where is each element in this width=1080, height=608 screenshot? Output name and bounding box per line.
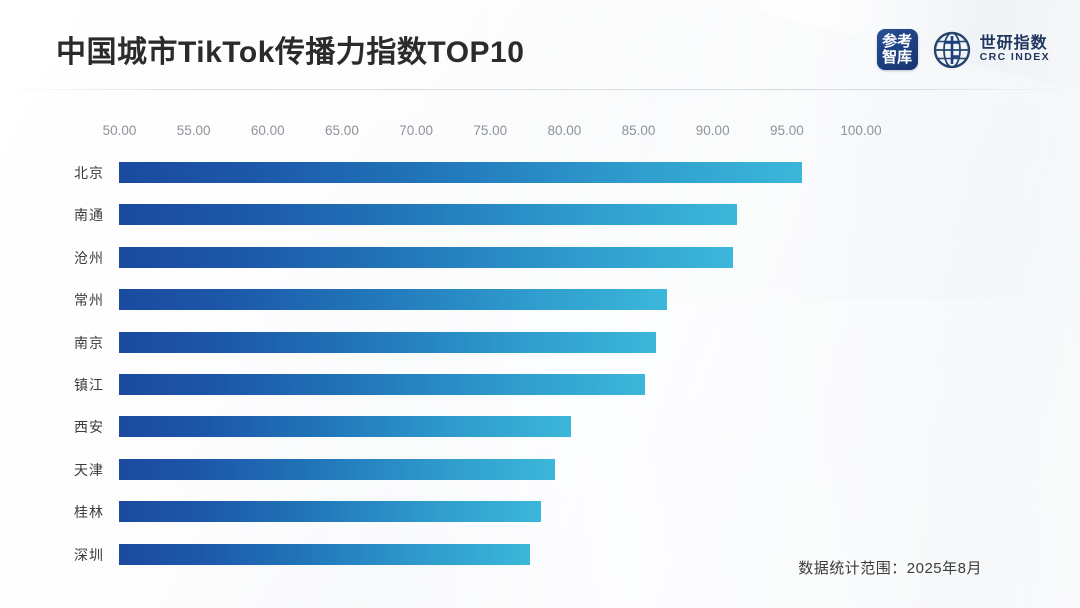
kaobao-logo-line1: 参考 — [882, 33, 913, 51]
bar-row: 南京 — [0, 322, 1080, 364]
bar-南通 — [119, 204, 737, 226]
bar-沧州 — [119, 246, 733, 268]
globe-icon — [932, 30, 972, 70]
category-label-沧州: 沧州 — [74, 249, 104, 266]
bar-row: 桂林 — [0, 491, 1080, 533]
crc-logo-text: 世研指数 CRC INDEX — [980, 35, 1050, 64]
bar-镇江 — [119, 374, 645, 395]
logo-group: 参考 智库 世研指数 — [876, 29, 1050, 70]
bar-row: 深圳 — [0, 534, 1080, 576]
bar-row: 沧州 — [0, 237, 1080, 279]
crc-logo-cn: 世研指数 — [979, 35, 1048, 53]
category-label-常州: 常州 — [74, 292, 104, 309]
bar-chart: 50.00 55.00 60.00 65.00 70.00 75.00 80.00 85.00… — [0, 90, 1080, 608]
category-label-天津: 天津 — [74, 461, 104, 478]
plot-area: 北京南通沧州常州南京镇江西安天津桂林深圳 — [0, 152, 1080, 592]
x-axis-tick-100: 100.00 — [840, 123, 882, 138]
x-axis-tick-85: 85.00 — [621, 123, 656, 138]
slide-header: 中国城市TikTok传播力指数TOP10 参考 智库 — [0, 0, 1080, 90]
bar-常州 — [119, 289, 667, 311]
bar-row: 天津 — [0, 449, 1080, 491]
crc-index-logo: 世研指数 CRC INDEX — [932, 30, 1050, 70]
bar-row: 南通 — [0, 194, 1080, 236]
bar-桂林 — [119, 501, 541, 523]
category-label-南通: 南通 — [74, 207, 104, 224]
x-axis-tick-labels: 50.00 55.00 60.00 65.00 70.00 75.00 80.00 85.00… — [0, 123, 1080, 143]
bar-row: 西安 — [0, 406, 1080, 448]
bar-row: 镇江 — [0, 364, 1080, 406]
category-label-桂林: 桂林 — [74, 504, 104, 521]
bar-北京 — [119, 162, 802, 183]
category-label-西安: 西安 — [74, 419, 104, 436]
page-title: 中国城市TikTok传播力指数TOP10 — [56, 36, 525, 69]
category-label-南京: 南京 — [74, 334, 104, 351]
kaobao-logo: 参考 智库 — [876, 29, 918, 70]
kaobao-logo-line2: 智库 — [882, 48, 913, 66]
bar-row: 常州 — [0, 279, 1080, 321]
bar-深圳 — [119, 543, 530, 565]
x-axis-tick-90: 90.00 — [695, 123, 730, 138]
crc-logo-en: CRC INDEX — [979, 51, 1050, 64]
header-divider — [0, 89, 1080, 90]
category-label-深圳: 深圳 — [74, 546, 104, 563]
x-axis-tick-80: 80.00 — [547, 123, 582, 138]
x-axis-tick-55: 55.00 — [176, 123, 211, 138]
bar-西安 — [119, 416, 571, 438]
data-range-note: 数据统计范围：2025年8月 — [798, 560, 982, 577]
x-axis-tick-60: 60.00 — [250, 123, 285, 138]
category-label-北京: 北京 — [74, 165, 104, 181]
bar-row: 北京 — [0, 152, 1080, 194]
x-axis-tick-50: 50.00 — [102, 123, 137, 138]
bar-南京 — [119, 331, 656, 353]
category-label-镇江: 镇江 — [74, 377, 104, 393]
x-axis-tick-75: 75.00 — [473, 123, 508, 138]
x-axis-tick-65: 65.00 — [325, 123, 359, 138]
bar-天津 — [119, 458, 555, 480]
x-axis-tick-70: 70.00 — [399, 123, 433, 138]
x-axis-tick-95: 95.00 — [769, 123, 804, 138]
